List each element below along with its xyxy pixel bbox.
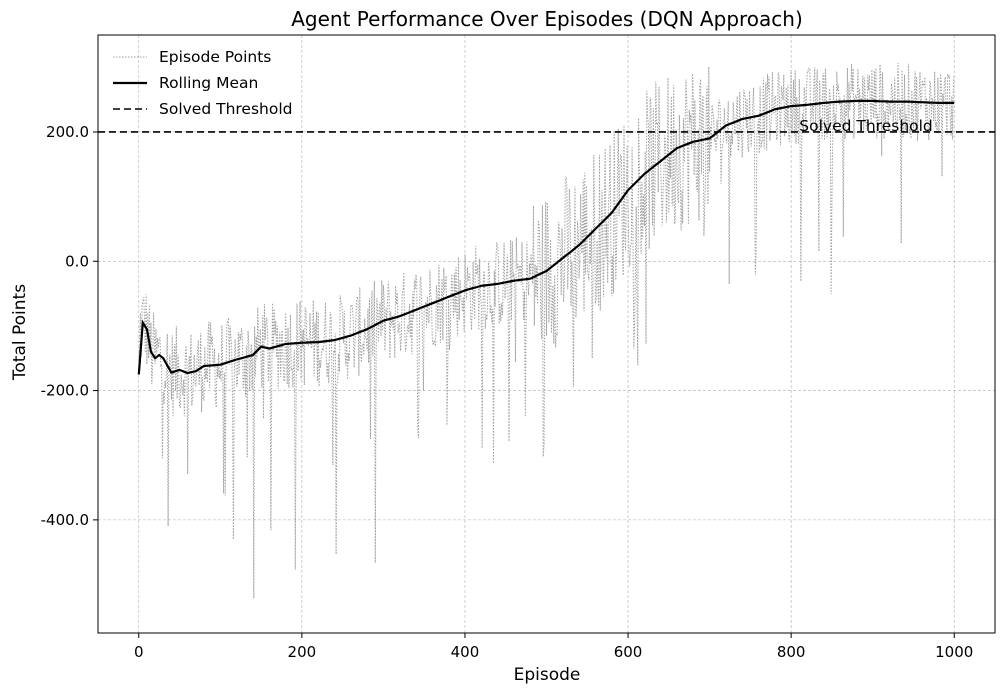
- rolling-mean-layer: [137, 99, 955, 375]
- legend: Episode Points Rolling Mean Solved Thresho…: [113, 48, 293, 118]
- legend-label: Rolling Mean: [159, 74, 258, 92]
- solved-threshold-annotation: Solved Threshold: [799, 117, 933, 135]
- y-tick-label: 0.0: [65, 252, 89, 270]
- x-tick-label: 0: [134, 643, 144, 661]
- threshold-layer: Solved Threshold: [98, 117, 995, 135]
- x-tick-label: 600: [614, 643, 643, 661]
- plot-frame: [97, 34, 996, 634]
- x-tick-label: 1000: [935, 643, 973, 661]
- x-axis-label: Episode: [514, 665, 581, 685]
- episode-points-layer: [138, 62, 955, 599]
- rolling-mean-line: [137, 99, 955, 375]
- x-tick-label: 400: [451, 643, 480, 661]
- y-axis-label: Total Points: [10, 284, 30, 381]
- y-tick-label: -400.0: [41, 511, 89, 529]
- x-tick-label: 200: [288, 643, 317, 661]
- episode-points-line: [138, 62, 955, 599]
- legend-label: Episode Points: [159, 48, 271, 66]
- x-tick-label: 800: [777, 643, 806, 661]
- chart-title: Agent Performance Over Episodes (DQN App…: [291, 7, 803, 31]
- axis-ticks: 0 200 400 600 800 1000 -400.0 -200.0 0.0 200.0: [41, 123, 974, 661]
- y-tick-label: 200.0: [46, 123, 89, 141]
- legend-label: Solved Threshold: [159, 100, 293, 118]
- y-tick-label: -200.0: [41, 382, 89, 400]
- grid: [98, 35, 995, 633]
